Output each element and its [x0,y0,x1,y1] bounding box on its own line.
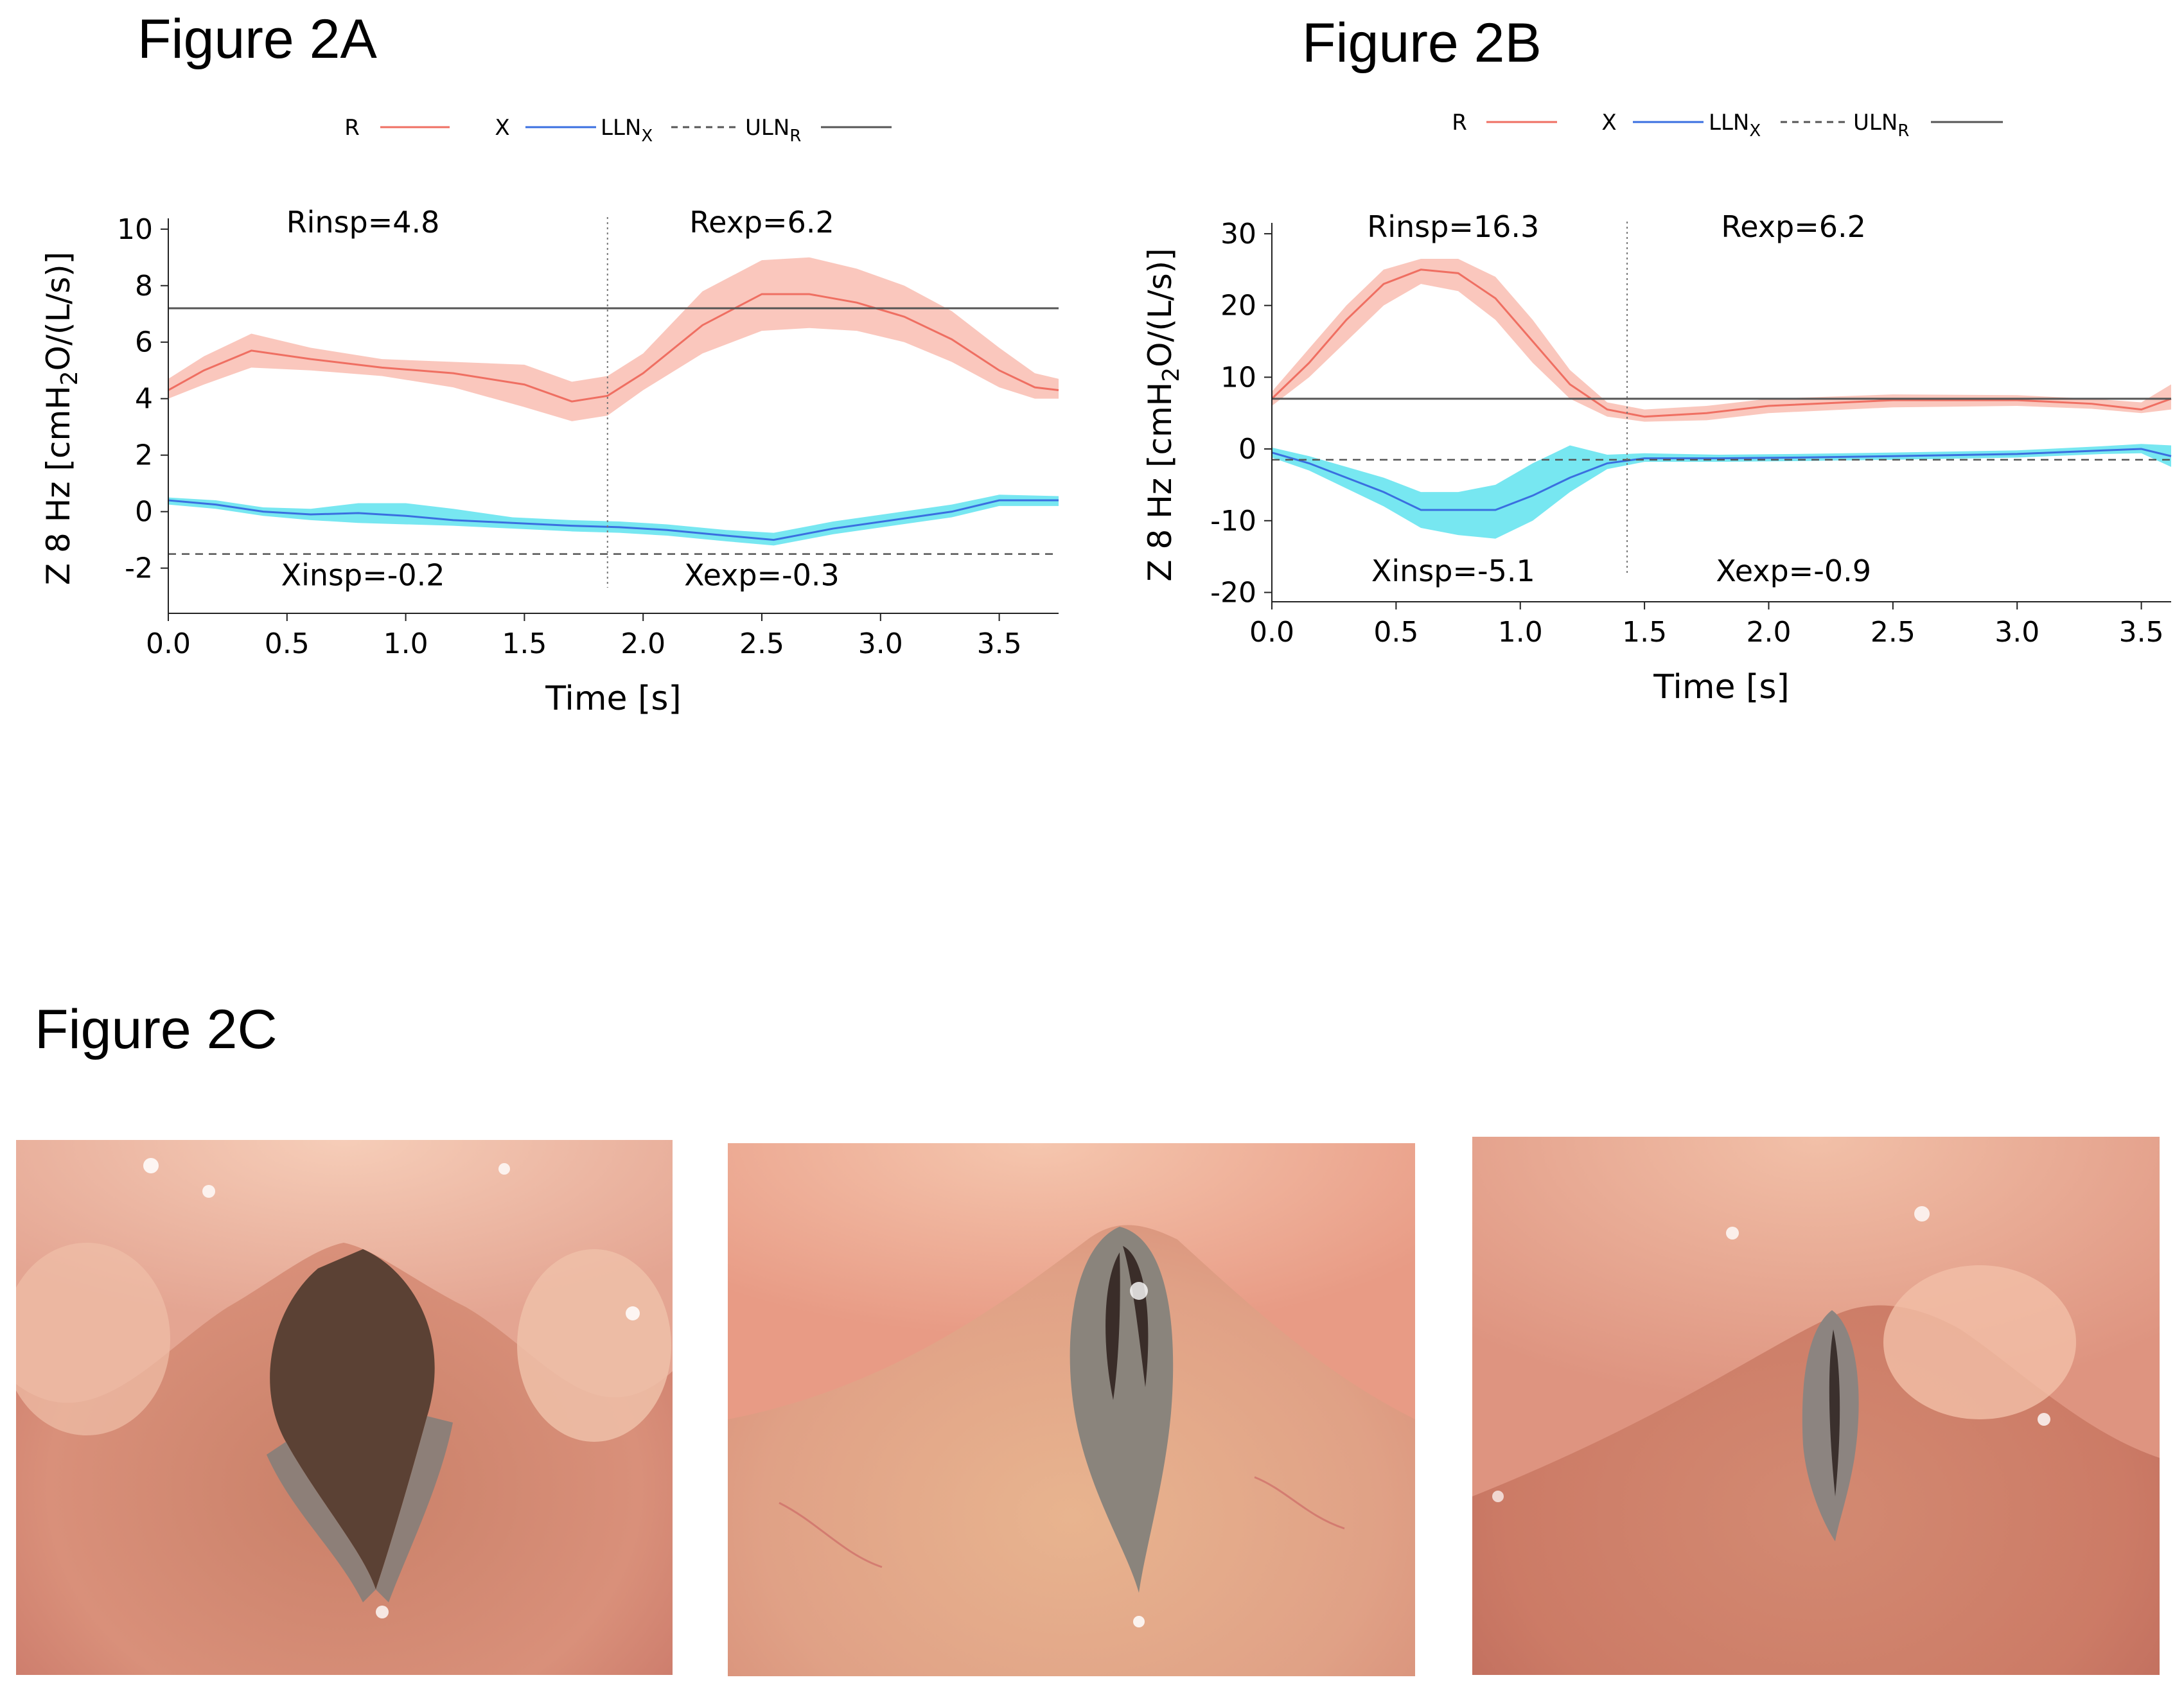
x-tick-label: 1.0 [1498,616,1543,649]
y-tick-label: -2 [125,552,153,585]
x-tick-label: 1.5 [502,627,547,660]
y-tick-label: 30 [1220,218,1256,250]
y-axis-label: Z 8 Hz [cmH2O/(L/s)] [1141,248,1184,581]
legend-lln-label: LLNX [1709,110,1761,141]
legend-x-label: X [1601,110,1616,136]
annotation-rexp: Rexp=6.2 [689,205,834,240]
x-tick-label: 0.5 [265,627,310,660]
x-tick-label: 1.5 [1622,616,1667,649]
annotation-xexp: Xexp=-0.9 [1716,554,1871,588]
laryngoscopy-photo-2 [728,1143,1415,1676]
x-tick-label: 2.5 [739,627,784,660]
x-tick-label: 3.5 [2119,616,2164,649]
series-x-band [168,495,1059,546]
annotation-rexp: Rexp=6.2 [1721,209,1866,244]
laryngoscopy-photo-3 [1472,1137,2160,1675]
series-x-band [1272,444,2171,539]
series-r-band [168,257,1059,421]
y-tick-label: 10 [117,213,153,246]
y-tick-label: -20 [1210,576,1256,609]
x-axis-label: Time [s] [1653,668,1789,706]
y-tick-label: 4 [135,383,153,416]
series-r-band [1272,259,2171,422]
x-tick-label: 3.5 [977,627,1022,660]
x-tick-label: 2.5 [1871,616,1915,649]
figure-2a-title: Figure 2A [137,8,377,70]
x-tick-label: 0.5 [1373,616,1418,649]
y-tick-label: 0 [1238,433,1256,466]
y-axis-label: Z 8 Hz [cmH2O/(L/s)] [40,252,83,585]
series-x-line [168,499,1059,541]
annotation-rinsp: Rinsp=16.3 [1367,209,1539,244]
annotation-xinsp: Xinsp=-5.1 [1371,554,1535,588]
legend-r-label: R [344,115,360,141]
x-tick-label: 3.0 [858,627,903,660]
fig2b-chart: R X LLNX ULNR -20 -10 0 10 20 30 0.0 0.5 1.0 1.5 2.0 2.… [1141,110,2172,706]
legend-r-label: R [1452,110,1467,136]
y-tick-label: -10 [1210,505,1256,538]
figure-2b-title: Figure 2B [1302,12,1542,74]
fig2a-chart: R X LLNX ULNR -2 0 2 4 6 8 10 0.0 0.5 1.0 1.5 2.0 2.5 3.0… [40,115,1059,718]
y-tick-label: 20 [1220,290,1256,322]
x-tick-label: 0.0 [146,627,191,660]
x-tick-label: 0.0 [1249,616,1294,649]
x-tick-label: 1.0 [383,627,428,660]
y-tick-label: 6 [135,326,153,359]
series-r-line [1271,268,2172,418]
legend-lln-label: LLNX [601,115,653,146]
series-r-line [168,293,1059,403]
laryngoscopy-photo-1 [16,1140,673,1675]
legend-x-label: X [495,115,509,141]
y-tick-label: 10 [1220,361,1256,394]
annotation-xinsp: Xinsp=-0.2 [281,558,445,593]
annotation-xexp: Xexp=-0.3 [684,558,840,593]
y-tick-label: 2 [135,439,153,472]
y-tick-label: 0 [135,496,153,529]
x-tick-label: 2.0 [1746,616,1791,649]
y-tick-label: 8 [135,270,153,302]
legend-uln-label: ULNR [745,115,801,146]
x-tick-label: 2.0 [621,627,665,660]
series-x-line [1271,448,2172,511]
legend-uln-label: ULNR [1853,110,1909,141]
annotation-rinsp: Rinsp=4.8 [286,205,440,240]
figure-2c-title: Figure 2C [35,999,277,1060]
x-axis-label: Time [s] [545,679,681,718]
x-tick-label: 3.0 [1995,616,2039,649]
